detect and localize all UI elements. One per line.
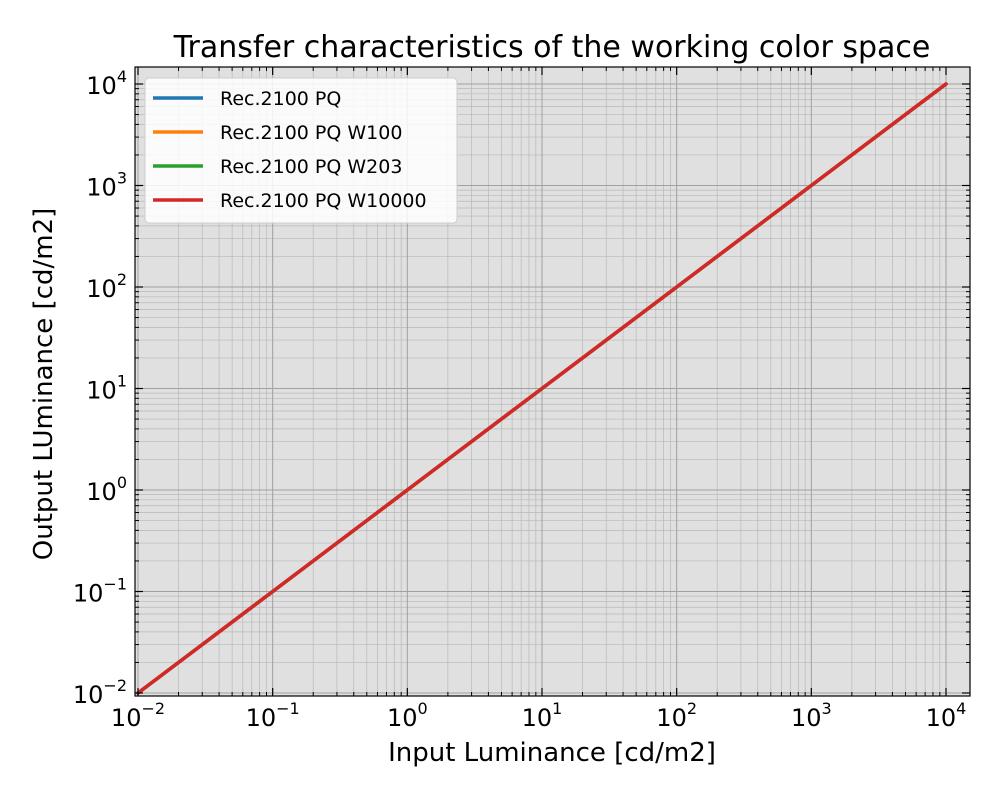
x-tick-label: 103 <box>791 699 832 732</box>
legend: Rec.2100 PQ Rec.2100 PQ W100 Rec.2100 PQ W… <box>144 77 458 224</box>
series-line-4 <box>136 82 948 695</box>
x-tick-label: 100 <box>387 699 428 732</box>
x-axis-label: Input Luminance [cd/m2] <box>388 738 716 768</box>
y-tick-label: 104 <box>86 67 127 100</box>
x-tick-label: 10−1 <box>246 699 300 732</box>
legend-label: Rec.2100 PQ W10000 <box>220 190 427 212</box>
x-tick-labels: 10−2 10−1 100 101 102 103 104 <box>111 699 966 732</box>
y-tick-label: 10−1 <box>73 575 127 608</box>
y-tick-label: 102 <box>86 270 127 303</box>
y-tick-label: 100 <box>86 473 127 506</box>
chart-title: Transfer characteristics of the working … <box>173 30 931 65</box>
y-tick-label: 10−2 <box>73 676 127 709</box>
y-tick-label: 101 <box>86 372 127 405</box>
legend-label: Rec.2100 PQ W100 <box>220 122 402 144</box>
y-tick-labels: 10−2 10−1 100 101 102 103 104 <box>73 67 127 709</box>
x-tick-label: 102 <box>656 699 697 732</box>
axis-ticks <box>135 67 970 696</box>
legend-label: Rec.2100 PQ <box>220 88 341 110</box>
x-tick-label: 10−2 <box>111 699 165 732</box>
y-axis-label: Output LUminance [cd/m2] <box>29 208 59 561</box>
legend-label: Rec.2100 PQ W203 <box>220 156 402 178</box>
y-tick-label: 103 <box>86 169 127 202</box>
plot-frame <box>134 66 971 697</box>
x-tick-label: 104 <box>926 699 967 732</box>
x-tick-label: 101 <box>522 699 563 732</box>
series-layer <box>136 82 948 695</box>
legend-items: Rec.2100 PQ Rec.2100 PQ W100 Rec.2100 PQ W… <box>153 88 427 212</box>
legend-box <box>144 77 458 224</box>
